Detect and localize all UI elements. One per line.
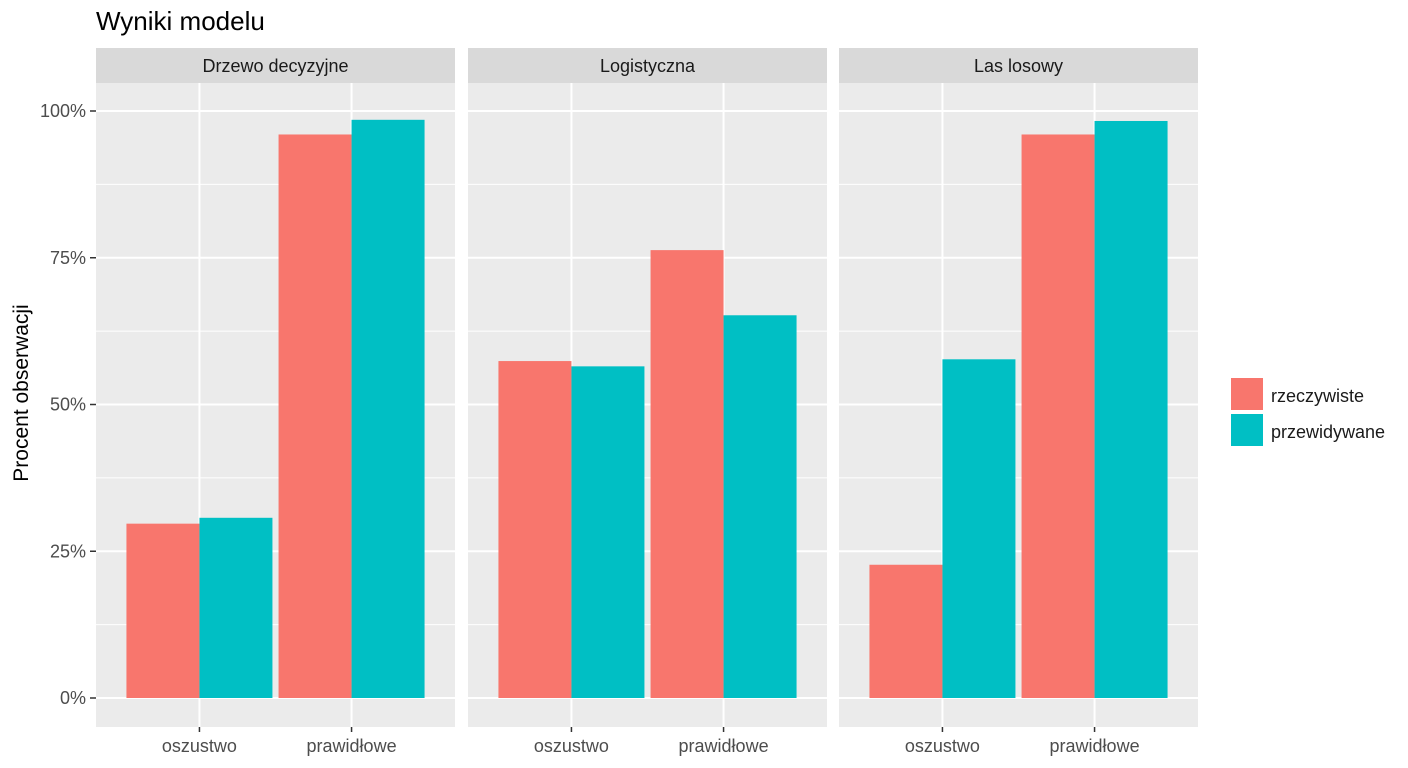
legend-key-przewidywane: [1231, 414, 1263, 446]
bar-rzeczywiste-prawidłowe: [1021, 134, 1095, 699]
y-axis-title: Procent obserwacji: [10, 304, 33, 481]
chart-title: Wyniki modelu: [96, 6, 265, 36]
facet-strip-label: Drzewo decyzyjne: [202, 56, 348, 76]
facet-panel-las-losowy: Las losowy oszustwo prawidłowe: [839, 48, 1198, 756]
bar-rzeczywiste-oszustwo: [126, 523, 200, 698]
facet-strip-label: Logistyczna: [600, 56, 696, 76]
bar-przewidywane-oszustwo: [942, 359, 1016, 698]
x-tick-label: oszustwo: [905, 736, 980, 756]
bar-rzeczywiste-oszustwo: [869, 564, 943, 698]
y-tick-label: 75%: [50, 248, 86, 268]
bar-rzeczywiste-oszustwo: [498, 361, 572, 698]
facet-strip: [839, 48, 1198, 83]
x-tick-label: oszustwo: [534, 736, 609, 756]
legend-key-rzeczywiste: [1231, 378, 1263, 410]
legend-label: przewidywane: [1271, 422, 1385, 442]
y-tick-label: 25%: [50, 541, 86, 561]
facet-strip: [468, 48, 827, 83]
y-axis: 0% 25% 50% 75% 100%: [40, 101, 96, 708]
bar-rzeczywiste-prawidłowe: [278, 134, 352, 699]
bar-przewidywane-oszustwo: [199, 517, 273, 698]
bar-przewidywane-prawidłowe: [1094, 120, 1168, 698]
legend-label: rzeczywiste: [1271, 386, 1364, 406]
bar-przewidywane-oszustwo: [571, 366, 645, 698]
bar-przewidywane-prawidłowe: [723, 315, 797, 698]
facet-strip-label: Las losowy: [974, 56, 1063, 76]
y-tick-label: 100%: [40, 101, 86, 121]
x-tick-label: oszustwo: [162, 736, 237, 756]
x-tick-label: prawidłowe: [679, 736, 769, 756]
bar-rzeczywiste-prawidłowe: [650, 250, 724, 698]
facet-panel-logistyczna: Logistyczna oszustwo prawidłowe: [468, 48, 827, 756]
bar-przewidywane-prawidłowe: [351, 119, 425, 699]
legend: rzeczywiste przewidywane: [1231, 378, 1385, 446]
x-tick-label: prawidłowe: [1050, 736, 1140, 756]
x-tick-label: prawidłowe: [307, 736, 397, 756]
y-tick-label: 50%: [50, 395, 86, 415]
facet-strip: [96, 48, 455, 83]
facet-panel-drzewo-decyzyjne: Drzewo decyzyjne oszustwo prawidłowe: [96, 48, 455, 756]
y-tick-label: 0%: [60, 688, 86, 708]
